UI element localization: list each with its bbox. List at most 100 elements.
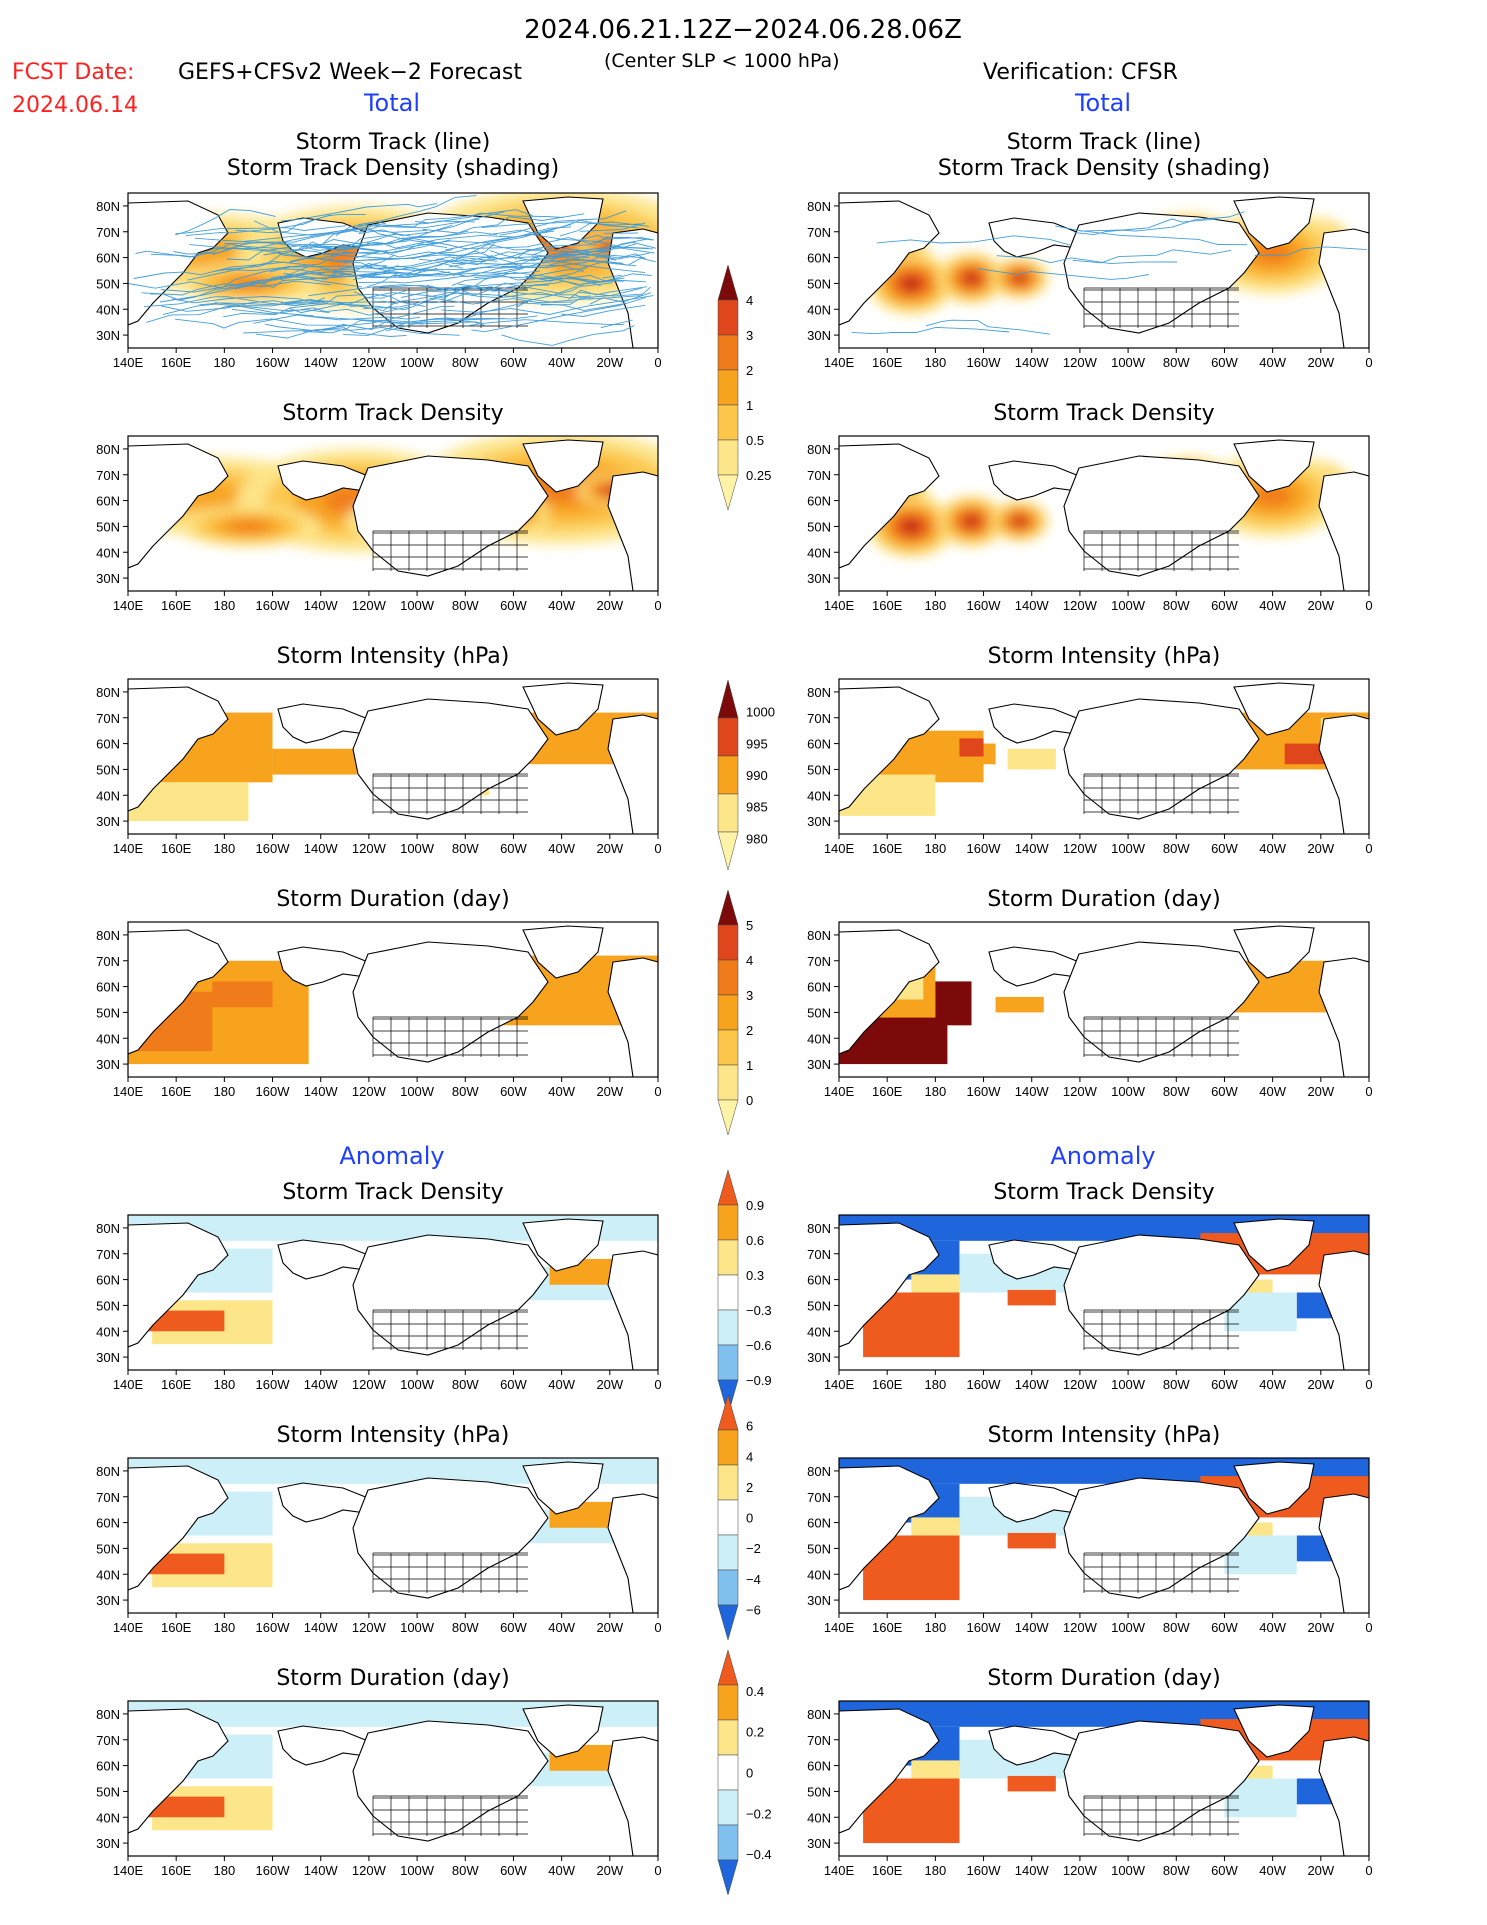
lat-tick-label: 30N — [96, 1350, 120, 1365]
lon-tick-label: 40W — [1259, 841, 1286, 856]
lon-tick-label: 120W — [352, 1377, 387, 1392]
lon-tick-label: 140W — [1015, 1377, 1050, 1392]
lon-tick-label: 20W — [1307, 598, 1334, 613]
lon-tick-label: 160E — [161, 1377, 192, 1392]
lat-tick-label: 50N — [96, 276, 120, 291]
lat-tick-label: 80N — [807, 199, 831, 214]
map-panel-fc-track: Storm Track (line)Storm Track Density (s… — [96, 130, 661, 370]
lon-tick-label: 140W — [1015, 355, 1050, 370]
lon-tick-label: 140E — [824, 355, 855, 370]
lon-tick-label: 0 — [654, 1377, 661, 1392]
verification-label: Verification: CFSR — [983, 60, 1178, 85]
map-panel-fc-intensity: Storm Intensity (hPa) 140E 160E 180 160W 140W… — [96, 644, 661, 856]
panel-title: Storm Duration (day) — [276, 1666, 509, 1691]
colorbar-cb-density: 4 3 2 1 0.5 0.25 — [717, 264, 771, 511]
lon-tick-label: 20W — [596, 1863, 623, 1878]
lat-tick-label: 70N — [96, 225, 120, 240]
colorbar-tick-label: −0.9 — [746, 1373, 772, 1388]
colorbar-cb-duration: 5 4 3 2 1 0 — [717, 889, 753, 1136]
colorbar-tick-label: −4 — [746, 1572, 761, 1587]
lon-tick-label: 20W — [1307, 1863, 1334, 1878]
lon-tick-label: 60W — [500, 355, 527, 370]
lon-tick-label: 160W — [967, 1863, 1002, 1878]
map-panel-ob-intensity-anom: Storm Intensity (hPa) 140E 160E 180 160W 140W… — [807, 1423, 1372, 1635]
lon-tick-label: 140W — [1015, 1620, 1050, 1635]
panel-title: Storm Duration (day) — [987, 887, 1220, 912]
lon-tick-label: 40W — [1259, 1377, 1286, 1392]
map-panel-ob-density-anom: Storm Track Density 140E 160E 180 160W 140W 12… — [807, 1180, 1372, 1392]
lon-tick-label: 100W — [1111, 1620, 1146, 1635]
lon-tick-label: 0 — [654, 598, 661, 613]
panel-title: Storm Track Density — [282, 1180, 503, 1205]
lon-tick-label: 120W — [1063, 1084, 1098, 1099]
lon-tick-label: 40W — [548, 1377, 575, 1392]
colorbar-tick-label: 2 — [746, 1023, 753, 1038]
lon-tick-label: 20W — [1307, 841, 1334, 856]
lon-tick-label: 20W — [1307, 1084, 1334, 1099]
lon-tick-label: 180 — [925, 1620, 947, 1635]
lon-tick-label: 40W — [548, 841, 575, 856]
lat-tick-label: 80N — [96, 685, 120, 700]
lon-tick-label: 140E — [113, 1863, 144, 1878]
colorbar-tick-label: 995 — [746, 736, 768, 751]
lon-tick-label: 180 — [925, 1863, 947, 1878]
lat-tick-label: 80N — [807, 1707, 831, 1722]
lon-tick-label: 80W — [1163, 1377, 1190, 1392]
lat-tick-label: 40N — [96, 302, 120, 317]
lat-tick-label: 30N — [807, 571, 831, 586]
lon-tick-label: 160W — [967, 1084, 1002, 1099]
lon-tick-label: 60W — [1211, 1863, 1238, 1878]
lon-tick-label: 160W — [256, 1377, 291, 1392]
lat-tick-label: 30N — [807, 1057, 831, 1072]
colorbar-tick-label: 0 — [746, 1511, 753, 1526]
lon-tick-label: 40W — [1259, 1084, 1286, 1099]
colorbar-tick-label: 3 — [746, 328, 753, 343]
lon-tick-label: 160W — [967, 1620, 1002, 1635]
panel-title: Storm Intensity (hPa) — [277, 644, 510, 669]
colorbar-tick-label: 4 — [746, 953, 753, 968]
lon-tick-label: 60W — [1211, 598, 1238, 613]
lat-tick-label: 40N — [96, 545, 120, 560]
section-anomaly-right: Anomaly — [1050, 1142, 1155, 1170]
lon-tick-label: 60W — [500, 598, 527, 613]
lat-tick-label: 40N — [807, 1324, 831, 1339]
lon-tick-label: 80W — [1163, 841, 1190, 856]
lat-tick-label: 70N — [807, 954, 831, 969]
lat-tick-label: 40N — [96, 788, 120, 803]
lon-tick-label: 100W — [1111, 1863, 1146, 1878]
map-panel-ob-duration-anom: Storm Duration (day) 140E 160E 180 160W 140W 1… — [807, 1666, 1372, 1878]
lon-tick-label: 180 — [925, 598, 947, 613]
colorbar-tick-label: 0.5 — [746, 433, 764, 448]
lon-tick-label: 80W — [1163, 1863, 1190, 1878]
lon-tick-label: 160W — [967, 598, 1002, 613]
map-panel-ob-track: Storm Track (line)Storm Track Density (s… — [807, 130, 1372, 370]
lon-tick-label: 140W — [304, 841, 339, 856]
colorbar-tick-label: 5 — [746, 918, 753, 933]
lon-tick-label: 20W — [596, 1377, 623, 1392]
lat-tick-label: 80N — [96, 199, 120, 214]
panel-title: Storm Track Density — [993, 401, 1214, 426]
lon-tick-label: 120W — [1063, 598, 1098, 613]
lat-tick-label: 80N — [96, 928, 120, 943]
colorbar-tick-label: −6 — [746, 1602, 761, 1617]
panel-title: Storm Intensity (hPa) — [988, 1423, 1221, 1448]
lon-tick-label: 140E — [824, 1377, 855, 1392]
lat-tick-label: 70N — [96, 1490, 120, 1505]
model-label: GEFS+CFSv2 Week−2 Forecast — [178, 60, 522, 85]
lat-tick-label: 40N — [807, 302, 831, 317]
lon-tick-label: 140E — [824, 598, 855, 613]
lat-tick-label: 50N — [807, 1784, 831, 1799]
lat-tick-label: 50N — [807, 1541, 831, 1556]
lon-tick-label: 100W — [400, 1377, 435, 1392]
lon-tick-label: 80W — [452, 1377, 479, 1392]
lat-tick-label: 40N — [96, 1810, 120, 1825]
lon-tick-label: 160W — [256, 841, 291, 856]
lon-tick-label: 180 — [214, 598, 236, 613]
lat-tick-label: 30N — [807, 814, 831, 829]
lon-tick-label: 180 — [925, 355, 947, 370]
lon-tick-label: 160E — [872, 841, 903, 856]
lon-tick-label: 120W — [1063, 1863, 1098, 1878]
panel-title: Storm Track Density (shading) — [938, 156, 1270, 181]
lat-tick-label: 70N — [807, 468, 831, 483]
